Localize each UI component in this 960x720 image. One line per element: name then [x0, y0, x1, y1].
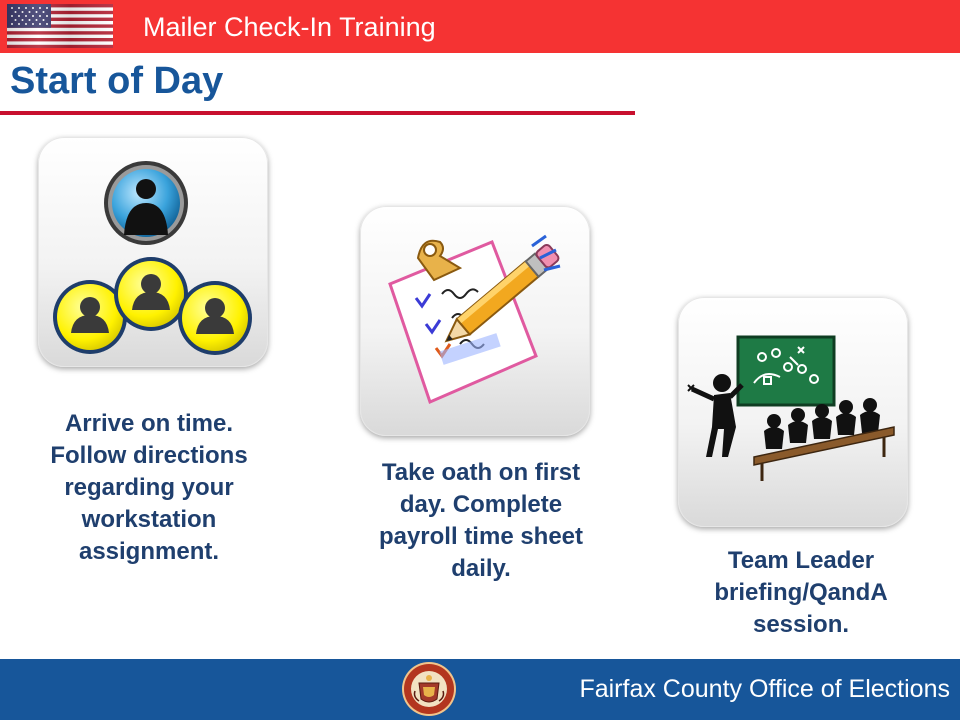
- step-caption-oath: Take oath on first day. Complete payroll…: [378, 459, 584, 582]
- clipboard-pencil-icon: [388, 234, 561, 405]
- classroom-chalkboard-icon: [687, 335, 895, 481]
- county-seal-icon: [402, 662, 456, 716]
- header-title: Mailer Check-In Training: [143, 12, 436, 42]
- footer-organization: Fairfax County Office of Elections: [579, 675, 950, 703]
- title-divider: [0, 111, 635, 115]
- step-tile-arrive: [38, 137, 268, 367]
- step-caption-briefing: Team Leader briefing/QandA session.: [714, 547, 888, 638]
- footer-bar: [0, 659, 960, 720]
- people-group-icon: [53, 161, 252, 355]
- step-tile-briefing: [678, 297, 908, 527]
- step-tile-oath: [360, 206, 590, 436]
- header-bar: Mailer Check-In Training: [0, 0, 960, 53]
- page-title: Start of Day: [10, 60, 224, 102]
- step-caption-arrive: Arrive on time. Follow directions regard…: [50, 410, 248, 565]
- us-flag-icon: [7, 4, 113, 48]
